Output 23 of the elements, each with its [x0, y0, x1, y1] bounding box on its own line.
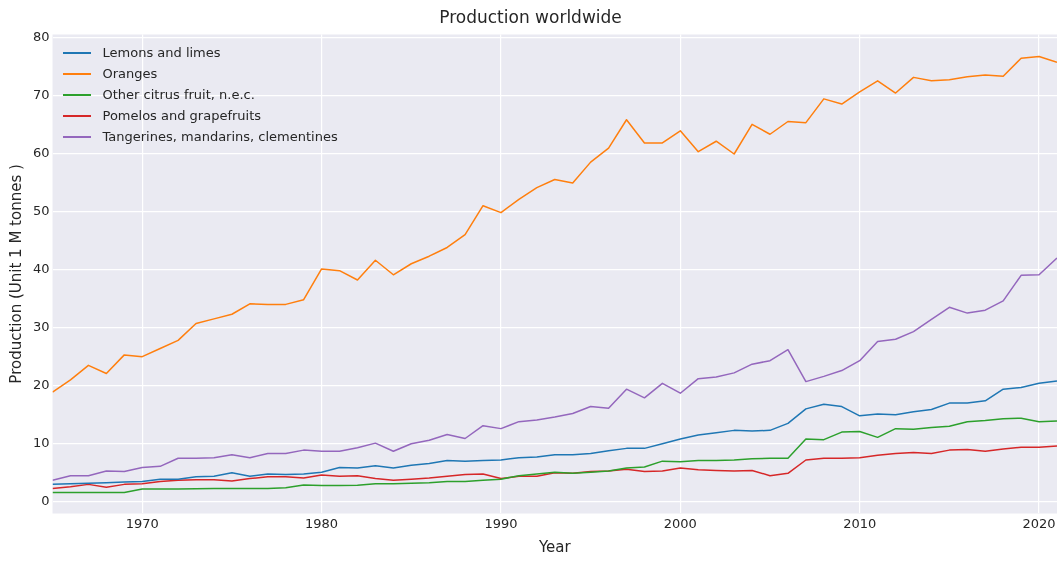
y-tick-label: 80	[33, 28, 50, 44]
y-axis-title: Production (Unit 1 M tonnes )	[6, 164, 25, 384]
x-tick-label: 2000	[663, 515, 697, 531]
y-tick-label: 10	[33, 435, 50, 451]
x-tick-label: 1970	[125, 515, 159, 531]
x-tick-label: 2020	[1022, 515, 1056, 531]
legend-label: Other citrus fruit, n.e.c.	[102, 87, 255, 103]
x-tick-label: 1990	[484, 515, 518, 531]
x-tick-label: 1980	[305, 515, 339, 531]
chart-title: Production worldwide	[439, 6, 622, 27]
legend-label: Oranges	[102, 66, 158, 82]
legend-label: Pomelos and grapefruits	[102, 108, 262, 124]
y-tick-label: 60	[33, 144, 50, 160]
y-tick-label: 30	[33, 318, 50, 334]
y-tick-label: 40	[33, 260, 50, 276]
y-tick-label: 70	[33, 86, 50, 102]
x-tick-label: 2010	[843, 515, 877, 531]
legend-label: Tangerines, mandarins, clementines	[102, 129, 338, 145]
y-tick-label: 50	[33, 202, 50, 218]
y-tick-label: 20	[33, 377, 50, 393]
x-axis-title: Year	[537, 537, 572, 556]
y-tick-label: 0	[41, 493, 50, 509]
legend-label: Lemons and limes	[102, 45, 221, 61]
